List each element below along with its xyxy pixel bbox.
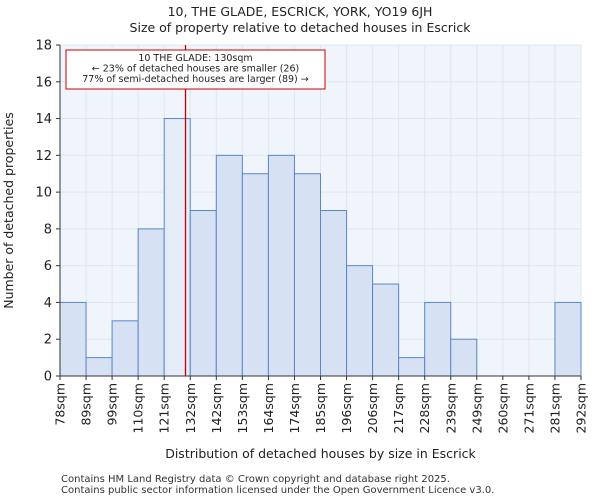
x-tick-label: 110sqm xyxy=(131,383,146,433)
bar xyxy=(215,154,243,377)
bar xyxy=(450,338,478,377)
bar xyxy=(554,301,582,377)
x-tick-label: 78sqm xyxy=(53,383,68,426)
annotation-line-2: ← 23% of detached houses are smaller (26… xyxy=(92,64,299,75)
bar xyxy=(293,173,322,377)
x-tick-label: 206sqm xyxy=(365,383,380,433)
x-tick-label: 217sqm xyxy=(391,383,406,433)
x-tick-label: 281sqm xyxy=(547,383,562,433)
y-tick-label: 0 xyxy=(44,370,52,385)
x-tick-label: 292sqm xyxy=(574,383,589,433)
footer-line-2: Contains public sector information licen… xyxy=(61,485,495,496)
x-tick-label: 196sqm xyxy=(339,383,354,433)
y-tick-label: 12 xyxy=(35,149,52,164)
y-ticks: 0 2 4 6 8 10 12 14 16 18 xyxy=(35,39,60,385)
bar xyxy=(189,210,217,377)
x-tick-label: 142sqm xyxy=(209,383,224,433)
x-tick-label: 164sqm xyxy=(261,383,276,433)
y-tick-label: 2 xyxy=(44,333,52,348)
x-ticks: 78sqm 89sqm 99sqm 110sqm 121sqm 132sqm 142sqm 1… xyxy=(53,376,589,433)
x-tick-label: 249sqm xyxy=(469,383,484,433)
bar xyxy=(85,357,113,377)
annotation-line-3: 77% of semi-detached houses are larger (… xyxy=(82,74,309,85)
y-tick-label: 14 xyxy=(35,112,52,127)
bar xyxy=(137,228,165,377)
bar xyxy=(267,154,295,377)
bar xyxy=(320,210,348,377)
chart-title: 10, THE GLADE, ESCRICK, YORK, YO19 6JH xyxy=(167,4,433,19)
y-tick-label: 16 xyxy=(35,75,52,90)
y-tick-label: 6 xyxy=(44,259,52,274)
annotation-frame xyxy=(65,49,326,90)
x-axis-label: Distribution of detached houses by size … xyxy=(165,446,476,461)
footer-line-1: Contains HM Land Registry data © Crown c… xyxy=(61,474,450,485)
bar xyxy=(111,320,139,377)
x-tick-label: 228sqm xyxy=(417,383,432,433)
bar xyxy=(163,118,191,377)
bar xyxy=(424,301,452,377)
y-tick-label: 10 xyxy=(35,186,52,201)
bar xyxy=(398,357,426,377)
x-tick-label: 174sqm xyxy=(287,383,302,433)
bar xyxy=(372,283,400,377)
x-tick-label: 153sqm xyxy=(235,383,250,433)
bar xyxy=(346,265,374,377)
y-axis-label: Number of detached properties xyxy=(1,112,16,309)
x-tick-label: 132sqm xyxy=(183,383,198,433)
x-tick-label: 260sqm xyxy=(495,383,510,433)
x-tick-label: 121sqm xyxy=(157,383,172,433)
x-tick-label: 99sqm xyxy=(105,383,120,426)
annotation-line-1: 10 THE GLADE: 130sqm xyxy=(138,53,252,64)
x-tick-label: 239sqm xyxy=(443,383,458,433)
x-tick-label: 271sqm xyxy=(521,383,536,433)
y-tick-label: 4 xyxy=(44,296,52,311)
annotation-box: 10 THE GLADE: 130sqm ← 23% of detached h… xyxy=(65,49,326,90)
y-tick-label: 8 xyxy=(44,222,52,237)
bar xyxy=(59,301,87,377)
bar xyxy=(241,173,269,377)
x-tick-label: 89sqm xyxy=(79,383,94,426)
x-tick-label: 185sqm xyxy=(313,383,328,433)
chart-subtitle: Size of property relative to detached ho… xyxy=(129,20,471,35)
y-tick-label: 18 xyxy=(35,39,52,54)
